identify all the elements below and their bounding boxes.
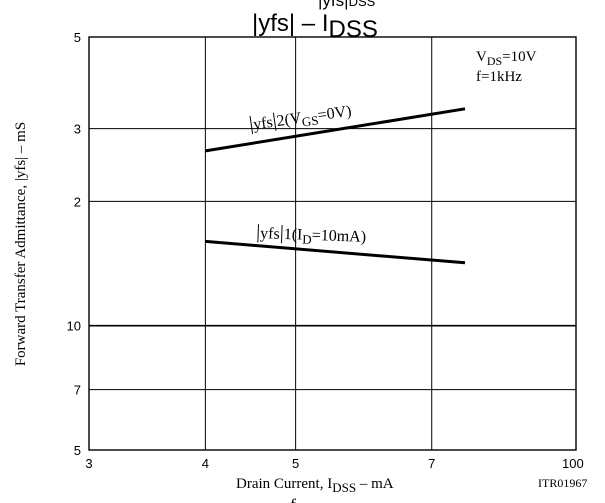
series-line-vgs0 xyxy=(205,107,466,153)
figure-code: ITR01967 xyxy=(538,476,587,490)
title-clip: |yfs|DSS xyxy=(318,0,376,10)
condition-vds: VDS=10V xyxy=(476,49,537,68)
y-axis-label: Forward Transfer Admittance, |yfs| – mS xyxy=(13,122,29,366)
x-tick-label: 3 xyxy=(85,456,92,471)
grid xyxy=(89,37,576,450)
y-tick-labels: 5 7 10 2 3 5 xyxy=(67,30,81,458)
x-tick-label: 5 xyxy=(292,456,299,471)
y-tick-label: 3 xyxy=(74,122,81,137)
condition-freq: f=1kHz xyxy=(476,69,522,85)
x-tick-labels: 3 4 5 7 100 xyxy=(85,456,583,471)
x-tick-label: 100 xyxy=(562,456,584,471)
x-axis-label: Drain Current, IDSS – mA xyxy=(236,476,394,495)
bottom-clip-text: f xyxy=(290,495,296,503)
series-label-vgs0: |yfs|2(VGS=0V) xyxy=(248,99,353,137)
x-tick-label: 7 xyxy=(428,456,435,471)
y-tick-label: 10 xyxy=(67,319,81,334)
plot-frame xyxy=(88,36,577,451)
chart-title: |yfs| – IDSS xyxy=(252,10,378,43)
series-label-id10ma: |yfs|1(ID=10mA) xyxy=(256,221,367,249)
y-tick-label: 5 xyxy=(74,443,81,458)
y-tick-label: 5 xyxy=(74,30,81,45)
y-tick-label: 7 xyxy=(74,383,81,398)
y-tick-label: 2 xyxy=(74,194,81,209)
x-tick-label: 4 xyxy=(202,456,209,471)
series-line-id10ma xyxy=(205,239,466,265)
